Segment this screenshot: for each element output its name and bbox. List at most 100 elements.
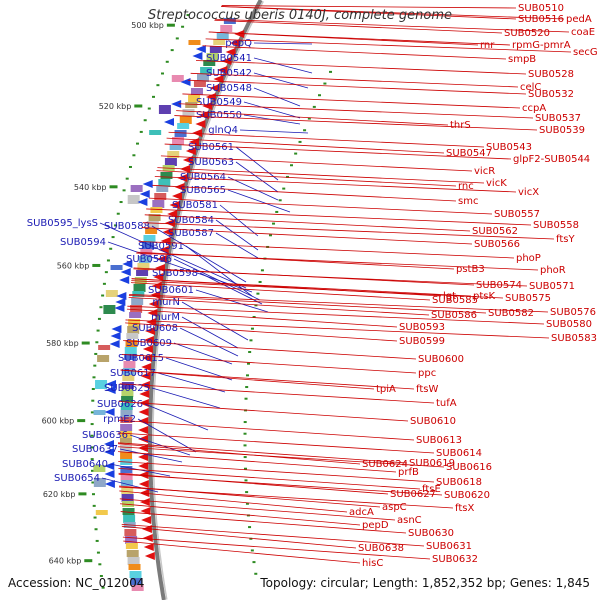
reverse-gene-label: phoR: [540, 265, 566, 276]
reverse-gene-label: rnr: [480, 40, 495, 51]
reverse-gene-label: rnc: [458, 181, 474, 192]
topology-summary: Topology: circular; Length: 1,852,352 bp…: [260, 576, 590, 590]
forward-gene-label: SUB0581: [172, 200, 218, 211]
reverse-gene-label: SUB0616: [446, 462, 492, 473]
reverse-gene-label: SUB0532: [528, 89, 574, 100]
tick-label: 540 kbp: [74, 183, 107, 192]
tick-mark: [84, 559, 93, 563]
forward-gene-label: SUB0549: [196, 97, 242, 108]
reverse-gene-label: SUB0547: [446, 148, 492, 159]
reverse-gene-label: SUB0543: [486, 142, 532, 153]
reverse-gene-label: SUB0566: [474, 239, 520, 250]
reverse-gene-label: celC: [520, 82, 541, 93]
tick-mark: [92, 263, 101, 267]
reverse-gene-label: SUB0562: [472, 226, 518, 237]
forward-gene-label: SUB0588: [104, 221, 150, 232]
reverse-gene-label: thrS: [450, 120, 471, 131]
reverse-gene-label: SUB0614: [436, 448, 482, 459]
reverse-gene-label: adcA: [349, 507, 374, 518]
forward-gene-label: SUB0637: [72, 444, 118, 455]
reverse-gene-label: SUB0558: [533, 220, 579, 231]
forward-gene-label: SUB0587: [168, 228, 214, 239]
forward-gene-label: SUB0594: [60, 237, 106, 248]
reverse-gene-label: SUB0600: [418, 354, 464, 365]
reverse-gene-label: SUB0613: [416, 435, 462, 446]
forward-gene-label: SUB0596: [126, 254, 172, 265]
tick-label: 520 kbp: [99, 102, 132, 111]
reverse-gene-label: SUB0586: [431, 310, 477, 321]
reverse-gene-label: SUB0585: [432, 295, 478, 306]
tick-mark: [166, 23, 175, 27]
reverse-gene-label: SUB0631: [426, 541, 472, 552]
reverse-gene-label: tufA: [436, 398, 457, 409]
tick-mark: [78, 492, 87, 496]
reverse-gene-label: asnC: [397, 515, 422, 526]
reverse-gene-label: SUB0582: [488, 308, 534, 319]
tick-label: 580 kbp: [46, 339, 79, 348]
reverse-gene-label: SUB0638: [358, 543, 404, 554]
accession-label: Accession: NC_012004: [8, 576, 145, 590]
forward-gene-label: SUB0591: [138, 241, 184, 252]
forward-gene-label: rpmE2: [103, 414, 136, 425]
reverse-gene-label: hisC: [362, 558, 383, 569]
reverse-gene-label: secG: [573, 47, 598, 58]
reverse-gene-label: vicR: [474, 166, 495, 177]
reverse-gene-label: tpiA: [376, 384, 396, 395]
forward-gene-label: SUB0625: [104, 383, 150, 394]
reverse-gene-label: ftsY: [556, 234, 575, 245]
reverse-gene-label: SUB0576: [550, 307, 596, 318]
reverse-gene-label: SUB0630: [408, 528, 454, 539]
reverse-gene-label: phoP: [516, 253, 541, 264]
reverse-gene-label: pepD: [362, 520, 389, 531]
forward-gene-label: SUB0608: [132, 323, 178, 334]
reverse-gene-label: SUB0516: [518, 14, 564, 25]
forward-gene-label: SUB0615: [118, 353, 164, 364]
forward-gene-label: SUB0565: [180, 185, 226, 196]
reverse-gene-label: SUB0580: [546, 319, 592, 330]
forward-gene-label: SUB0561: [188, 142, 234, 153]
forward-gene-label: murN: [152, 297, 180, 308]
reverse-gene-label: vicK: [486, 178, 507, 189]
forward-gene-label: SUB0601: [148, 285, 194, 296]
forward-gene-label: pepQ: [225, 38, 252, 49]
forward-gene-label: SUB0598: [152, 268, 198, 279]
reverse-gene-label: glpF2-SUB0544: [513, 154, 590, 165]
tick-label: 620 kbp: [43, 490, 76, 499]
reverse-gene-label: smc: [458, 196, 478, 207]
tick-mark: [134, 104, 143, 108]
reverse-gene-label: SUB0520: [504, 28, 550, 39]
reverse-gene-label: SUB0620: [444, 490, 490, 501]
reverse-gene-label: SUB0510: [518, 3, 564, 14]
forward-gene-label: SUB0609: [126, 338, 172, 349]
tick-label: 640 kbp: [49, 557, 82, 566]
reverse-gene-label: SUB0599: [399, 336, 445, 347]
reverse-gene-label: prfB: [398, 467, 419, 478]
forward-gene-arrows: [104, 45, 206, 488]
reverse-gene-label: ptsK: [473, 291, 495, 302]
reverse-gene-label: lgt: [443, 291, 456, 302]
reverse-gene-label: SUB0618: [436, 477, 482, 488]
reverse-gene-label: SUB0593: [399, 322, 445, 333]
forward-gene-label: SUB0640: [62, 459, 108, 470]
reverse-gene-label: ppc: [418, 368, 436, 379]
reverse-gene-label: smpB: [508, 54, 536, 65]
forward-gene-labels: pepQ SUB0541 SUB0542 SUB0548 SUB0549 SUB0550 g…: [27, 38, 313, 493]
forward-gene-label: SUB0626: [97, 399, 143, 410]
reverse-gene-label: SUB0632: [432, 554, 478, 565]
tick-mark: [81, 341, 90, 345]
forward-gene-label: SUB0541: [206, 53, 252, 64]
reverse-gene-label: SUB0528: [528, 69, 574, 80]
reverse-gene-label: SUB0627: [390, 489, 436, 500]
reverse-gene-label: SUB0619: [409, 458, 455, 469]
forward-gene-label: SUB0550: [196, 110, 242, 121]
reverse-gene-label: pedA: [566, 14, 592, 25]
forward-gene-label: SUB0595_lysS: [27, 218, 98, 229]
tick-mark: [109, 185, 118, 189]
reverse-gene-label: ccpA: [522, 103, 546, 114]
reverse-gene-label: pstB3: [456, 264, 485, 275]
reverse-gene-label: aspC: [382, 502, 407, 513]
tick-label: 560 kbp: [57, 261, 90, 270]
reverse-gene-label: ftsW: [416, 384, 438, 395]
